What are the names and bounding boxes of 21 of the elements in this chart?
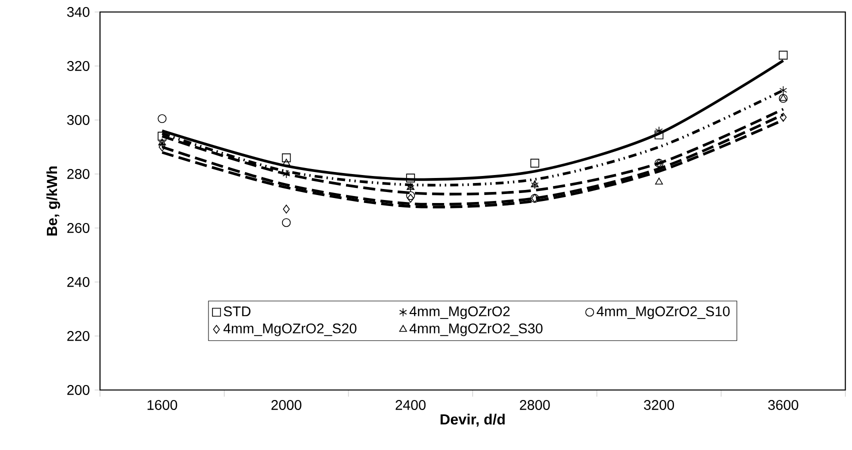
y-axis-title: Be, g/kWh	[46, 166, 60, 236]
legend-label: 4mm_MgOZrO2_S30	[410, 323, 542, 336]
x-axis-title: Devir, d/d	[440, 414, 505, 427]
y-tick-label: 300	[67, 115, 90, 125]
x-tick-label: 2400	[396, 400, 426, 410]
y-tick-label: 280	[67, 169, 90, 179]
y-tick-label: 240	[67, 277, 90, 287]
x-tick-label: 1600	[148, 400, 178, 410]
x-tick-label: 3600	[768, 400, 798, 410]
x-tick-label: 2000	[271, 400, 302, 410]
y-tick-label: 260	[67, 223, 90, 233]
x-tick-label: 3200	[644, 400, 674, 410]
legend-label: 4mm_MgOZrO2_S10	[596, 306, 730, 320]
y-tick-label: 200	[67, 385, 90, 395]
legend-label: 4mm_MgOZrO2_S20	[223, 323, 356, 336]
x-tick-label: 2800	[520, 400, 550, 410]
legend-label: STD	[224, 306, 250, 316]
y-tick-label: 340	[67, 7, 90, 17]
y-tick-label: 220	[67, 331, 90, 341]
y-tick-label: 320	[67, 61, 90, 71]
legend-label: 4mm_MgOZrO2	[410, 306, 510, 320]
